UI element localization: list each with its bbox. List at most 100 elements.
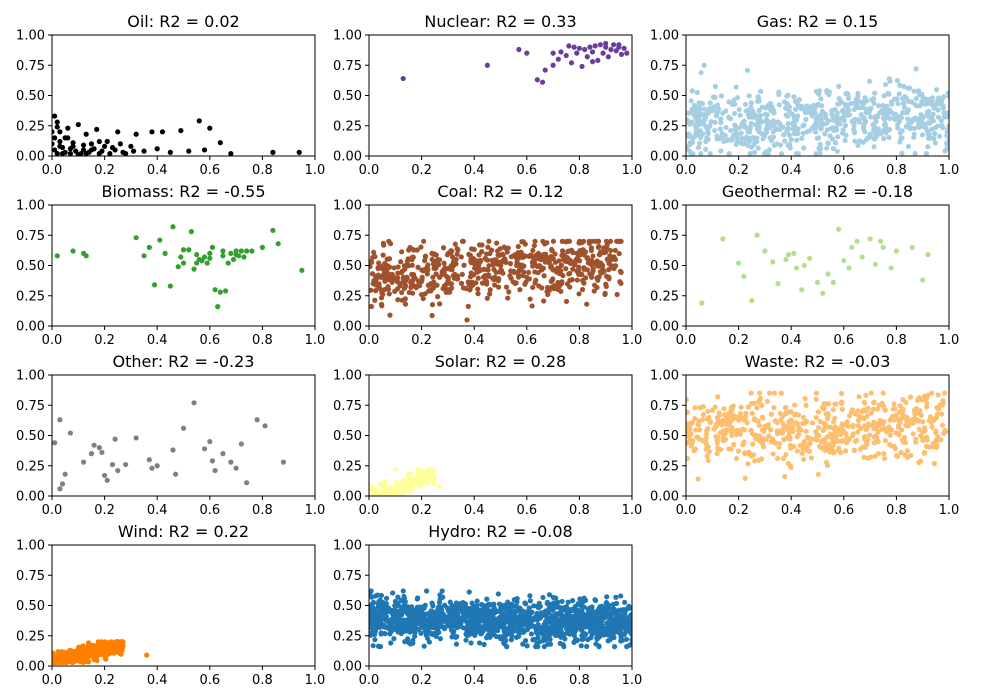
- data-point: [751, 149, 758, 156]
- data-point: [572, 618, 578, 624]
- x-tick-label: 0.6: [833, 503, 854, 518]
- data-point: [497, 246, 503, 252]
- data-point: [433, 616, 439, 622]
- data-point: [813, 396, 819, 402]
- data-point: [915, 118, 921, 124]
- data-point: [925, 120, 931, 126]
- data-point: [932, 131, 938, 137]
- x-tick-label: 0.2: [411, 163, 432, 178]
- data-point: [507, 261, 514, 267]
- data-point: [475, 275, 481, 281]
- data-point: [513, 280, 519, 286]
- x-tick-label: 1.0: [622, 673, 643, 688]
- data-point: [487, 250, 493, 257]
- data-point: [733, 84, 739, 90]
- data-point: [204, 260, 210, 266]
- y-tick-label: 0.25: [16, 289, 45, 304]
- data-point: [689, 438, 695, 445]
- data-point: [813, 118, 819, 125]
- data-point: [782, 426, 788, 432]
- data-point: [834, 110, 840, 116]
- data-point: [815, 471, 821, 477]
- data-point: [815, 409, 821, 415]
- data-point: [544, 599, 551, 605]
- data-point: [824, 127, 830, 133]
- data-point: [731, 441, 737, 448]
- data-point: [421, 603, 427, 610]
- data-point: [516, 255, 522, 261]
- data-point: [564, 281, 571, 287]
- data-point: [880, 244, 886, 250]
- data-point: [728, 446, 734, 452]
- data-point: [381, 274, 387, 280]
- data-point: [109, 461, 116, 468]
- data-point: [721, 412, 728, 418]
- data-point: [787, 463, 794, 469]
- data-point: [388, 618, 394, 624]
- data-point: [824, 88, 830, 94]
- data-point: [782, 405, 788, 411]
- data-point: [785, 125, 791, 132]
- data-point: [369, 619, 372, 625]
- data-point: [872, 261, 878, 267]
- data-point: [747, 150, 753, 156]
- data-point: [794, 131, 800, 137]
- data-point: [506, 289, 512, 295]
- data-point: [104, 477, 110, 483]
- data-point: [577, 602, 583, 608]
- data-point: [939, 411, 945, 417]
- data-point: [392, 466, 398, 472]
- data-point: [926, 97, 932, 103]
- data-point: [784, 101, 790, 107]
- y-tick-label: 0.50: [650, 429, 679, 444]
- y-tick-label: 1.00: [333, 29, 362, 44]
- data-point: [93, 643, 100, 649]
- data-point: [804, 418, 810, 424]
- data-point: [924, 112, 930, 118]
- data-point: [886, 424, 892, 430]
- data-point: [783, 256, 789, 263]
- data-point: [930, 111, 936, 117]
- data-point: [624, 50, 630, 56]
- data-point: [504, 644, 510, 650]
- data-point: [67, 150, 74, 156]
- data-point: [96, 445, 102, 451]
- data-point: [96, 138, 102, 145]
- y-tick-label: 0.00: [333, 150, 362, 165]
- data-point: [407, 613, 413, 619]
- data-point: [737, 112, 743, 118]
- data-point: [559, 279, 565, 285]
- data-point: [911, 88, 917, 94]
- data-point: [230, 256, 237, 263]
- data-point: [769, 436, 775, 442]
- data-point: [453, 641, 460, 647]
- data-point: [405, 471, 411, 478]
- data-point: [770, 129, 776, 135]
- data-point: [885, 90, 891, 96]
- data-point: [534, 631, 541, 637]
- data-point: [57, 143, 63, 149]
- data-point: [695, 476, 701, 482]
- data-point: [742, 124, 748, 131]
- data-point: [486, 238, 492, 244]
- data-point: [843, 448, 849, 454]
- data-point: [555, 56, 561, 62]
- data-point: [469, 279, 475, 285]
- data-point: [88, 451, 95, 457]
- data-point: [941, 430, 947, 437]
- y-tick-label: 0.75: [16, 569, 45, 584]
- data-point: [479, 249, 485, 255]
- data-point: [829, 111, 835, 117]
- data-point: [816, 432, 822, 439]
- data-point: [894, 416, 900, 422]
- data-point: [831, 115, 837, 122]
- data-point: [786, 430, 793, 436]
- data-point: [375, 592, 381, 598]
- data-point: [201, 254, 208, 260]
- data-point: [845, 95, 851, 102]
- data-point: [459, 271, 465, 278]
- data-point: [695, 117, 701, 123]
- data-point: [495, 278, 501, 284]
- data-point: [801, 122, 807, 128]
- data-point: [566, 248, 572, 254]
